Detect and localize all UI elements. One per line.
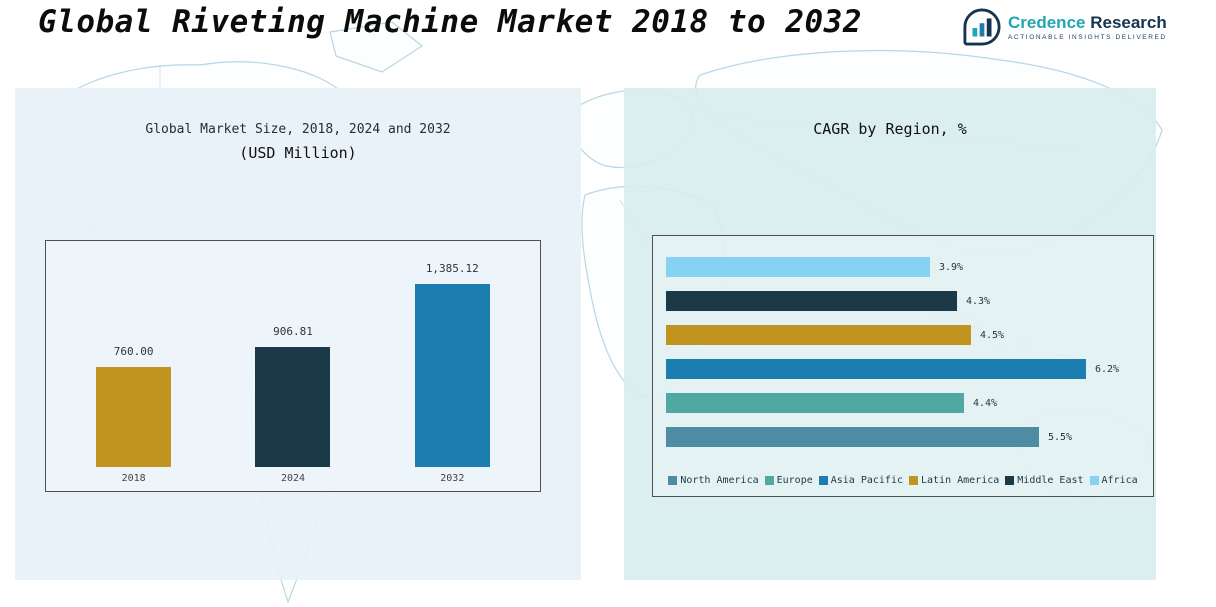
logo-tagline: Actionable Insights Delivered [1008, 34, 1167, 41]
page-title: Global Riveting Machine Market 2018 to 2… [38, 4, 863, 40]
bar-value-label: 4.5% [980, 329, 1005, 341]
market-size-bars: 760.00 2018 906.81 2024 1,385.12 2032 [46, 241, 540, 491]
bar-value-label: 3.9% [939, 261, 964, 273]
credence-research-logo-icon [963, 8, 1001, 46]
bar [666, 393, 964, 413]
bar-column: 760.00 2018 [96, 345, 172, 487]
bar [255, 347, 331, 467]
hbar-row-north-america: 5.5% [666, 427, 1145, 447]
legend-label: Latin America [921, 475, 1000, 486]
bar [666, 427, 1039, 447]
market-size-panel: Global Market Size, 2018, 2024 and 2032 … [15, 88, 581, 580]
bar-category-label: 2032 [440, 473, 465, 484]
bar-value-label: 6.2% [1095, 363, 1120, 375]
bar [666, 325, 971, 345]
bar [666, 257, 930, 277]
bar [96, 367, 172, 467]
legend-item: Europe [764, 475, 813, 486]
legend-item: Latin America [909, 475, 999, 486]
logo-text-block: Credence Research Actionable Insights De… [1008, 13, 1167, 41]
bar-value-label: 4.3% [966, 295, 991, 307]
bar [666, 359, 1086, 379]
legend-label: Asia Pacific [830, 475, 903, 486]
legend-item: Asia Pacific [818, 475, 903, 486]
cagr-chart-title: CAGR by Region, % [813, 120, 967, 138]
bar-value-label: 760.00 [113, 345, 154, 358]
bar-category-label: 2018 [121, 473, 146, 484]
legend-swatch [668, 476, 678, 485]
hbar-row-middle-east: 4.3% [666, 291, 1145, 311]
bar-column: 1,385.12 2032 [414, 262, 490, 487]
cagr-bars: 3.9% 4.3% 4.5% 6.2% 4.4% 5.5% [666, 257, 1145, 461]
hbar-row-latin-america: 4.5% [666, 325, 1145, 345]
logo-brand-secondary: Research [1085, 13, 1167, 32]
cagr-panel: CAGR by Region, % 3.9% 4.3% 4.5% 6.2% 4.4% 5.… [624, 88, 1156, 580]
cagr-legend: North America Europe Asia Pacific Latin Ame… [653, 475, 1153, 486]
legend-label: Europe [776, 475, 813, 486]
bar [414, 284, 490, 467]
hbar-row-europe: 4.4% [666, 393, 1145, 413]
legend-item: Middle East [1005, 475, 1084, 486]
bar-value-label: 5.5% [1048, 431, 1073, 443]
bar-value-label: 1,385.12 [425, 262, 479, 275]
logo-brand-name: Credence Research [1008, 13, 1167, 32]
credence-research-logo: Credence Research Actionable Insights De… [963, 8, 1167, 46]
hbar-row-asia-pacific: 6.2% [666, 359, 1145, 379]
legend-label: Africa [1101, 475, 1138, 486]
cagr-chart-box: 3.9% 4.3% 4.5% 6.2% 4.4% 5.5% North America Eu… [652, 235, 1154, 497]
market-size-chart-subtitle: (USD Million) [239, 144, 357, 162]
legend-label: Middle East [1017, 475, 1084, 486]
bar-category-label: 2024 [280, 473, 306, 484]
legend-item: Africa [1089, 475, 1138, 486]
legend-item: North America [668, 475, 759, 486]
legend-swatch [1089, 476, 1099, 485]
bar [666, 291, 957, 311]
legend-swatch [909, 476, 918, 485]
bar-value-label: 4.4% [973, 397, 998, 409]
legend-swatch [818, 476, 828, 485]
hbar-row-africa: 3.9% [666, 257, 1145, 277]
bar-column: 906.81 2024 [255, 325, 331, 487]
legend-swatch [1005, 476, 1015, 485]
logo-brand-primary: Credence [1008, 13, 1086, 32]
market-size-chart-title: Global Market Size, 2018, 2024 and 2032 [145, 122, 451, 137]
bar-value-label: 906.81 [273, 325, 313, 338]
legend-label: North America [680, 475, 759, 486]
legend-swatch [764, 476, 774, 485]
market-size-chart-box: 760.00 2018 906.81 2024 1,385.12 2032 [45, 240, 541, 492]
